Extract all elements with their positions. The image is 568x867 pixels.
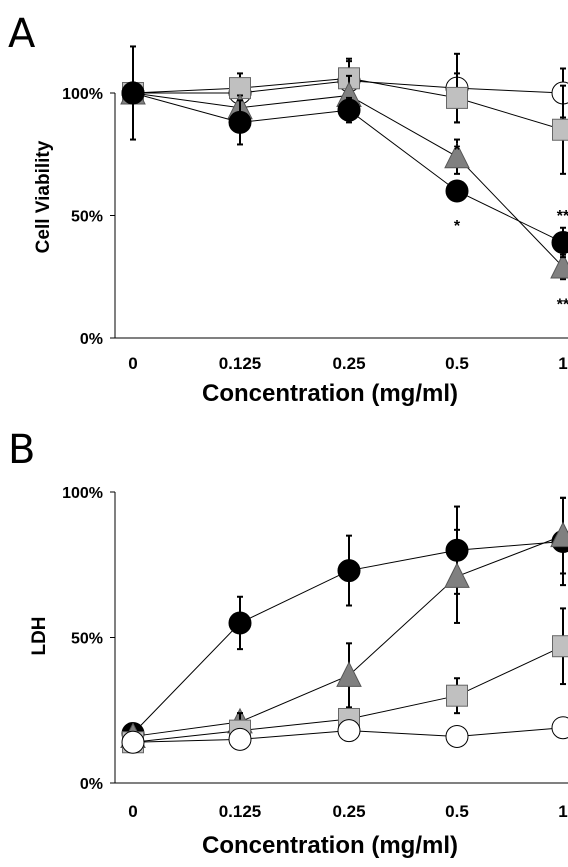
panel-a-point bbox=[228, 110, 252, 134]
panel-b-x-tick-label: 0.5 bbox=[445, 802, 469, 821]
panel-a-y-tick-label: 50% bbox=[71, 209, 103, 226]
panel-b-x-tick-label: 0.25 bbox=[332, 802, 365, 821]
panel-a-y-tick-label: 100% bbox=[62, 86, 103, 103]
panel-b-y-tick-label: 100% bbox=[62, 485, 103, 502]
panel-a-x-tick-label: 0.5 bbox=[445, 354, 469, 373]
panel-a-x-tick-label: 1 bbox=[558, 354, 567, 373]
panel-b-y-tick-label: 0% bbox=[80, 776, 103, 793]
panel-b-point bbox=[337, 559, 361, 583]
panel-b-chart: 0% 50% 100% 0 0.125 0.25 0.5 1 bbox=[62, 485, 568, 821]
panel-a-x-tick-label: 0.125 bbox=[219, 354, 262, 373]
panel-a-point bbox=[552, 118, 568, 141]
panel-a-point bbox=[550, 252, 568, 279]
panel-a-significance-marker: * bbox=[454, 218, 461, 235]
panel-a-y-tick-label: 0% bbox=[80, 331, 103, 348]
panel-a-series-4 bbox=[121, 45, 568, 259]
panel-a-point bbox=[446, 86, 468, 109]
panel-b-x-tick-label: 0 bbox=[128, 802, 137, 821]
panel-a-significance-marker: ** bbox=[557, 296, 568, 313]
panel-b-point bbox=[336, 661, 362, 687]
panel-a-x-tick-label: 0 bbox=[128, 354, 137, 373]
panel-b-series-4 bbox=[121, 716, 568, 754]
panel-a-x-tick-label: 0.25 bbox=[332, 354, 365, 373]
panel-b-series-1 bbox=[121, 496, 568, 746]
panel-a-x-axis-label: Concentration (mg/ml) bbox=[202, 380, 458, 407]
panel-a-point bbox=[444, 142, 470, 169]
panel-b-point bbox=[444, 562, 470, 588]
panel-b-point bbox=[551, 716, 568, 740]
panel-b-x-axis-label: Concentration (mg/ml) bbox=[202, 832, 458, 859]
panel-b-point bbox=[337, 719, 361, 743]
panel-b-point bbox=[121, 730, 145, 754]
panel-a-significance-marker: * bbox=[454, 142, 461, 159]
panel-b-point bbox=[446, 684, 468, 707]
panel-b-x-tick-label: 0.125 bbox=[219, 802, 262, 821]
panel-a-significance-marker: ** bbox=[557, 208, 568, 225]
panel-b-point bbox=[228, 727, 252, 751]
panel-a-chart: 0%50%100%0 0.125 0.25 0.5 1****** bbox=[62, 45, 568, 373]
panel-a-point bbox=[551, 230, 568, 254]
panel-b-point bbox=[445, 724, 469, 748]
panel-b-point bbox=[550, 521, 568, 548]
panel-a-point bbox=[121, 81, 145, 105]
panel-a-point bbox=[337, 98, 361, 122]
panel-b-point bbox=[552, 635, 568, 658]
panel-b-label: B bbox=[8, 427, 36, 473]
panel-a-label: A bbox=[8, 11, 36, 57]
panel-b-x-tick-label: 1 bbox=[558, 802, 567, 821]
panel-a-point bbox=[445, 179, 469, 203]
panel-b-point bbox=[228, 611, 252, 635]
panel-b-y-tick-label: 50% bbox=[71, 631, 103, 648]
